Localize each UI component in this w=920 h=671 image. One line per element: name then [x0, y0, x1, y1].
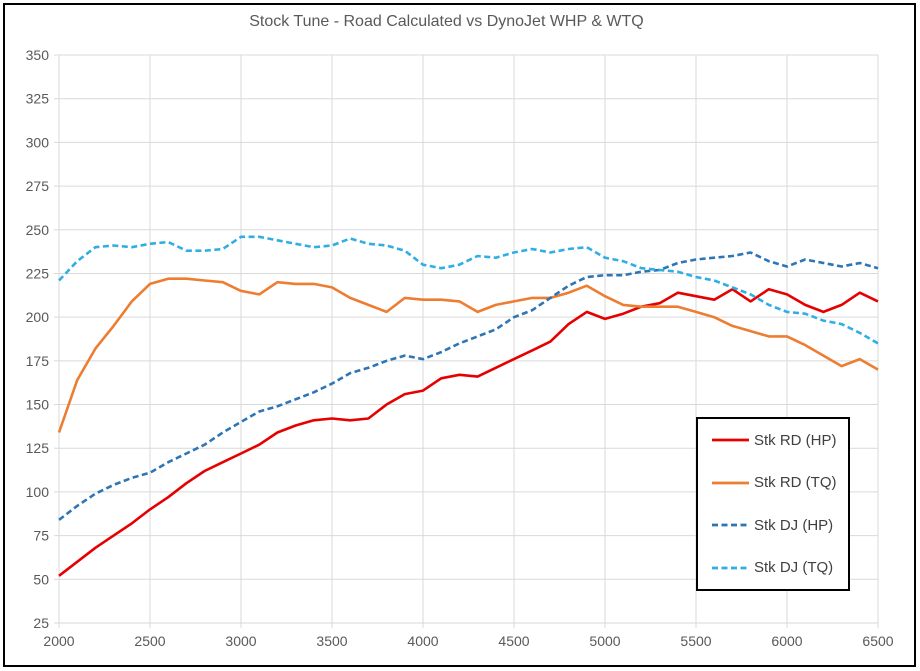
legend-label: Stk RD (TQ) [754, 474, 837, 492]
y-tick-label: 225 [26, 265, 50, 281]
chart-title: Stock Tune - Road Calculated vs DynoJet … [249, 13, 644, 30]
x-tick-label: 4000 [407, 633, 438, 649]
legend-swatch-line [712, 566, 749, 570]
y-tick-label: 275 [26, 178, 50, 194]
x-tick-label: 5500 [680, 633, 711, 649]
x-tick-label: 5000 [589, 633, 620, 649]
legend-item: Stk DJ (TQ) [698, 559, 848, 576]
y-tick-label: 175 [26, 353, 50, 369]
series-line-stk-dj-tq- [58, 235, 879, 345]
legend-label: Stk RD (HP) [754, 431, 837, 449]
y-tick-label: 150 [26, 397, 50, 413]
series-line-stk-rd-hp- [58, 287, 879, 577]
legend-label: Stk DJ (TQ) [754, 559, 834, 577]
y-tick-label: 100 [26, 484, 50, 500]
x-tick-label: 6000 [771, 633, 802, 649]
series-line-stk-dj-hp- [58, 251, 879, 521]
legend-item: Stk RD (TQ) [698, 474, 848, 491]
x-tick-label: 3500 [316, 633, 347, 649]
x-tick-label: 2000 [43, 633, 74, 649]
series-line-stk-rd-tq- [57, 277, 879, 433]
y-tick-label: 325 [26, 91, 50, 107]
legend-swatch-line [712, 481, 749, 485]
legend: Stk RD (HP) Stk RD (TQ) Stk DJ (HP) Stk DJ … [696, 417, 850, 591]
x-tick-label: 3000 [225, 633, 256, 649]
x-tick-label: 4500 [498, 633, 529, 649]
legend-swatch-line [712, 523, 749, 527]
legend-label: Stk DJ (HP) [754, 516, 834, 534]
y-tick-label: 125 [26, 440, 50, 456]
x-tick-label: 2500 [134, 633, 165, 649]
y-tick-label: 300 [26, 134, 50, 150]
y-tick-label: 200 [26, 309, 50, 325]
y-tick-label: 50 [33, 571, 49, 587]
legend-item: Stk DJ (HP) [698, 517, 848, 534]
x-tick-label: 6500 [862, 633, 893, 649]
y-tick-label: 25 [33, 615, 49, 631]
y-tick-label: 350 [26, 47, 50, 63]
y-tick-label: 75 [33, 528, 49, 544]
legend-item: Stk RD (HP) [698, 432, 848, 449]
legend-swatch-line [712, 438, 749, 442]
y-tick-label: 250 [26, 222, 50, 238]
